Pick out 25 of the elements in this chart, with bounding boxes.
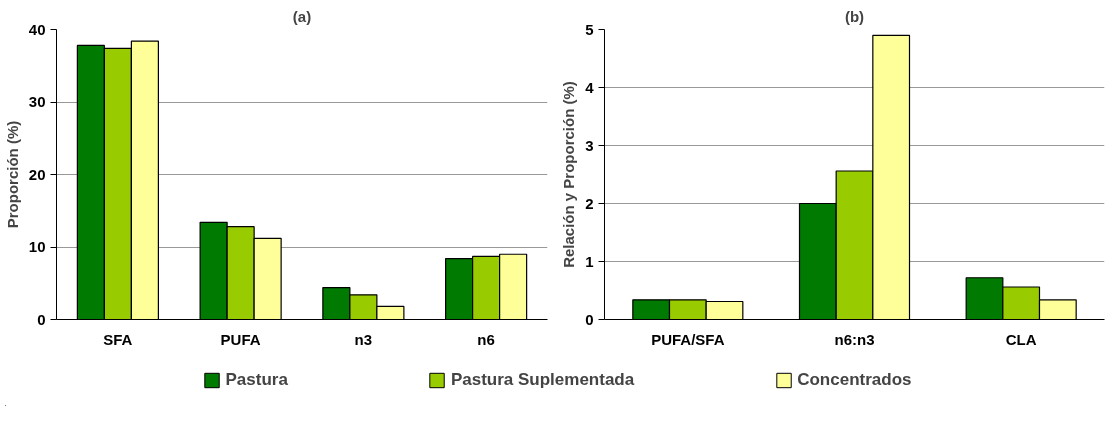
legend-label: Concentrados — [797, 370, 912, 390]
x-tick-label: n3 — [354, 330, 373, 348]
chart-title: (a) — [292, 7, 312, 25]
y-tick-label: 2 — [585, 194, 594, 212]
y-tick-label: 20 — [28, 165, 46, 183]
legend-label: Pastura Suplementada — [450, 370, 635, 390]
x-tick-label: n6:n3 — [834, 330, 875, 348]
x-tick-label: CLA — [1005, 330, 1037, 348]
y-axis-title: Proporción (%) — [3, 120, 21, 229]
chart-title: (b) — [844, 7, 865, 25]
y-tick-label: 0 — [37, 310, 46, 328]
y-tick-label: 30 — [28, 93, 46, 110]
legend-label: Pastura — [225, 370, 288, 390]
x-tick-label: n6 — [477, 330, 495, 348]
x-tick-label: PUFA/SFA — [651, 330, 725, 348]
y-tick-label: 10 — [28, 238, 46, 255]
y-tick-label: 3 — [585, 136, 594, 154]
x-tick-label: SFA — [103, 330, 133, 348]
y-tick-label: 5 — [585, 20, 594, 38]
y-tick-label: 0 — [585, 310, 594, 328]
y-axis-title: Relación y Proporción (%) — [560, 81, 578, 268]
y-tick-label: 1 — [585, 252, 594, 270]
x-tick-label: PUFA — [220, 330, 261, 348]
y-tick-label: 40 — [28, 20, 46, 38]
y-tick-label: 4 — [585, 78, 595, 96]
